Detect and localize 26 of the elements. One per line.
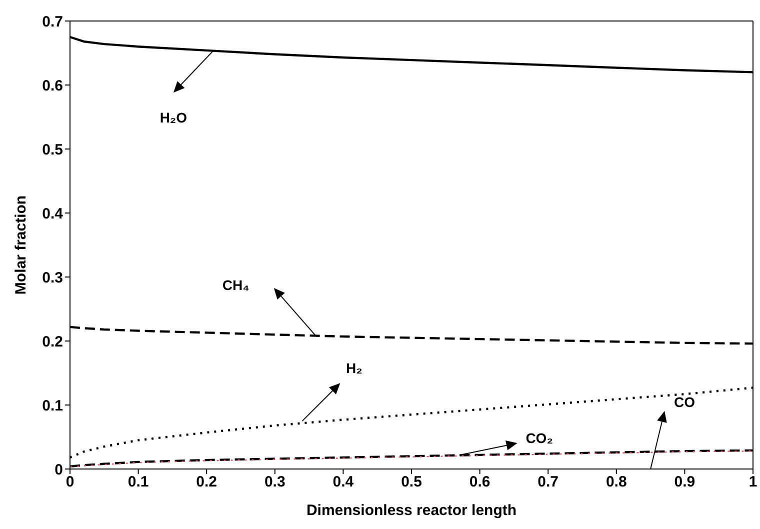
x-tick-label: 0.4: [332, 474, 354, 491]
annotation: CO₂: [526, 430, 553, 446]
y-axis-title: Molar fraction: [12, 195, 30, 295]
x-tick-label: 0.9: [674, 474, 696, 491]
y-tick-label: 0.1: [42, 397, 63, 414]
y-tick-label: 0.6: [42, 77, 63, 94]
x-tick-label: 0: [66, 474, 74, 491]
y-tick-label: 0.3: [42, 269, 63, 286]
annotation: CO: [674, 394, 696, 410]
x-tick-label: 0.7: [538, 474, 559, 491]
x-tick-label: 0.2: [196, 474, 218, 491]
y-tick-label: 0.7: [42, 13, 63, 30]
x-axis-title: Dimensionless reactor length: [306, 502, 517, 519]
y-tick-label: 0.5: [42, 141, 63, 158]
x-tick-label: 0.1: [128, 474, 149, 491]
annotation: H₂O: [160, 110, 188, 126]
x-tick-label: 0.8: [606, 474, 627, 491]
x-tick-label: 0.3: [264, 474, 286, 491]
x-tick-label: 0.6: [469, 474, 490, 491]
annotation: H₂: [346, 360, 362, 376]
y-tick-label: 0.4: [42, 205, 64, 222]
annotation: CH₄: [222, 276, 250, 293]
x-tick-label: 1: [748, 474, 758, 491]
x-tick-label: 0.5: [401, 474, 422, 491]
y-tick-label: 0: [54, 461, 63, 478]
y-tick-label: 0.2: [42, 333, 63, 350]
